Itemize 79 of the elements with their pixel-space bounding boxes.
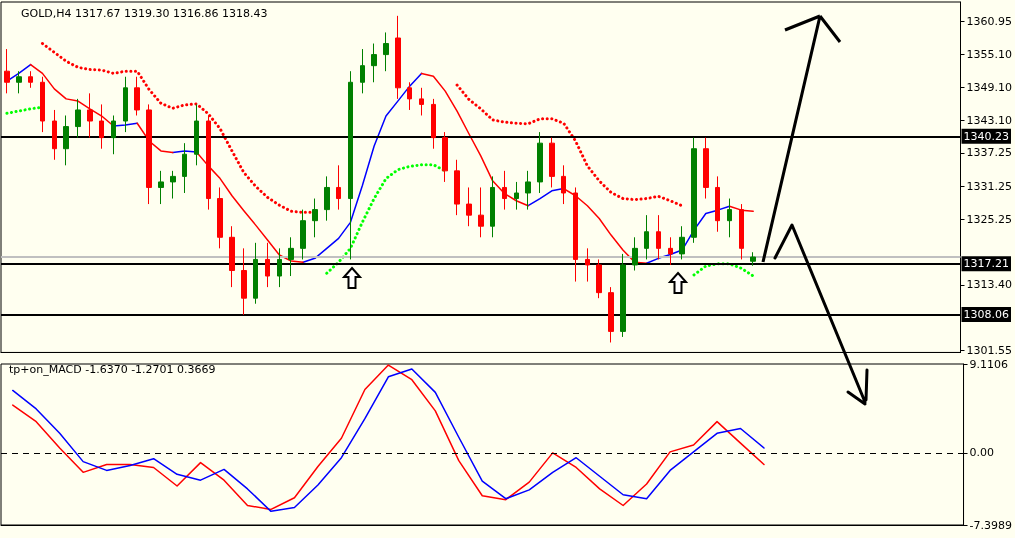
candlestick [620, 253, 626, 338]
candlestick [63, 114, 69, 166]
candlestick [727, 198, 732, 238]
candlestick [16, 70, 22, 94]
candlestick [668, 236, 673, 266]
candlestick [28, 70, 33, 89]
candlestick [525, 170, 531, 211]
candlestick [644, 214, 649, 260]
candlestick [632, 236, 638, 271]
y-tick-label: 1349.10 [966, 80, 1013, 94]
candlestick [490, 175, 495, 238]
y-tick-label: 9.1106 [969, 357, 1009, 371]
candlestick [158, 170, 164, 205]
y-tick-label: 1325.25 [966, 212, 1013, 226]
candlestick [123, 76, 128, 133]
candlestick [454, 159, 460, 216]
candlestick [395, 15, 401, 100]
candlestick [608, 286, 614, 343]
y-tick-label: 1301.55 [966, 344, 1013, 357]
candlestick [348, 70, 353, 260]
y-tick-label: 1337.25 [966, 146, 1013, 160]
candlestick [182, 142, 187, 194]
candlestick [146, 103, 152, 205]
ref-line-label: 1317.21 [963, 257, 1010, 271]
y-tick-label: 1313.40 [966, 278, 1013, 292]
candlestick [502, 170, 507, 211]
candlestick [87, 92, 93, 139]
chart-title: tp+on_MACD -1.6370 -1.2701 0.3669 [9, 363, 216, 376]
candlestick [514, 181, 519, 211]
y-tick-label: 1343.10 [966, 113, 1013, 127]
candlestick [715, 175, 720, 233]
candlestick [466, 186, 472, 227]
y-tick-label: 0.00 [969, 446, 995, 460]
candlestick [679, 225, 685, 260]
candlestick [431, 98, 436, 150]
candlestick [561, 164, 566, 205]
candlestick [691, 137, 697, 244]
candlestick [750, 251, 756, 267]
candlestick [99, 103, 104, 150]
candlestick [585, 247, 590, 283]
candlestick [442, 131, 448, 183]
candlestick [407, 81, 412, 111]
candlestick [52, 109, 57, 161]
candlestick [596, 258, 602, 299]
candlestick [229, 225, 235, 288]
y-tick-label: 1331.25 [966, 179, 1013, 193]
ref-line-label: 1340.23 [963, 129, 1010, 143]
candlestick [170, 170, 176, 200]
candlestick [739, 203, 744, 260]
candlestick [324, 175, 330, 222]
candlestick [111, 114, 116, 155]
candlestick [217, 186, 223, 249]
candlestick [194, 103, 199, 166]
candlestick [371, 43, 377, 83]
candlestick [478, 186, 484, 238]
candlestick [241, 247, 247, 316]
candlestick [537, 131, 543, 194]
candlestick [383, 31, 389, 72]
candlestick [253, 242, 258, 305]
text: GOLD,H4 1317.67 1319.30 1316.86 1318.43 [21, 7, 268, 20]
candlestick [206, 114, 211, 211]
ref-line-label: 1308.06 [963, 307, 1010, 321]
candlestick [4, 48, 10, 94]
candlestick [300, 209, 306, 260]
candlestick [277, 247, 282, 288]
candlestick [75, 98, 81, 139]
candlestick [703, 137, 709, 200]
y-tick-label: 1360.95 [966, 15, 1013, 29]
candlestick [419, 87, 424, 116]
candlestick [336, 164, 341, 211]
y-tick-label: -7.3989 [969, 518, 1013, 532]
candlestick [40, 76, 45, 133]
candlestick [312, 198, 318, 238]
candlestick [549, 137, 555, 188]
candlestick [656, 214, 661, 260]
candlestick [360, 48, 365, 94]
y-tick-label: 1355.10 [966, 47, 1013, 61]
candlestick [288, 236, 294, 277]
candlestick [134, 76, 140, 116]
